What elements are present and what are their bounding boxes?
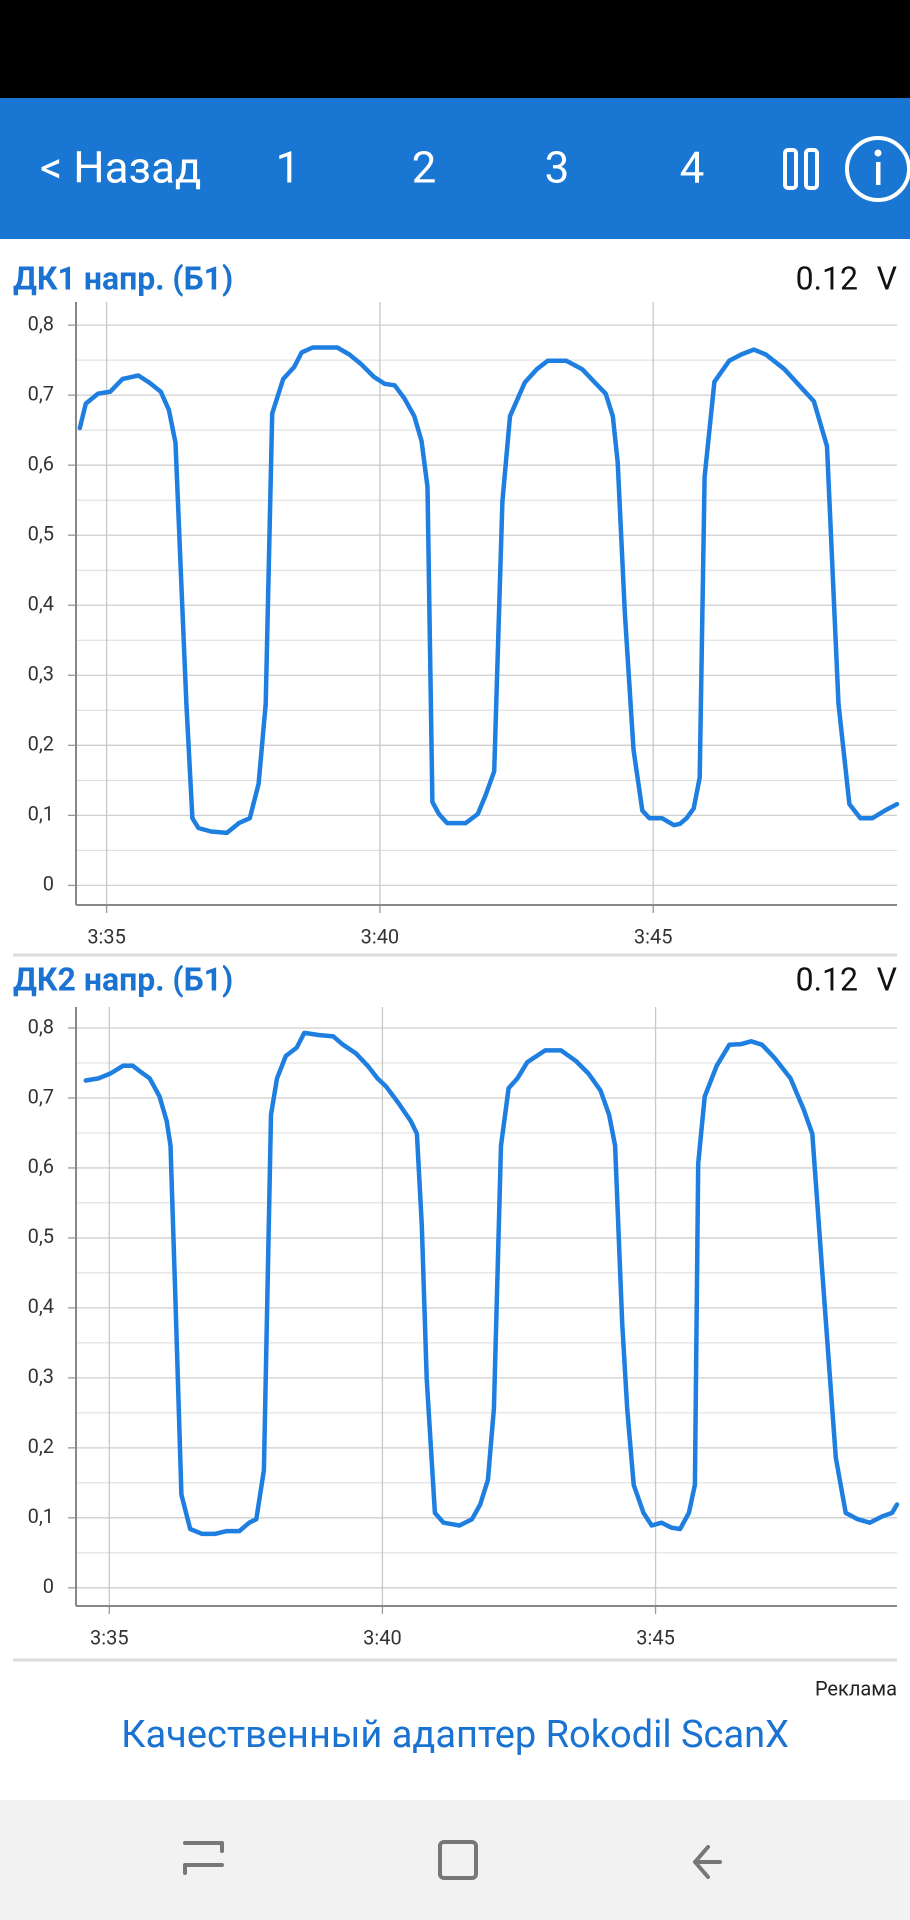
y-tick-label: 0,4: [28, 592, 54, 616]
ad-text[interactable]: Качественный адаптер Rokodil ScanX: [121, 1713, 789, 1757]
signal-line: [77, 345, 900, 836]
toolbar: [0, 98, 910, 239]
pause-bar: [804, 148, 819, 190]
current-value: 0.12: [796, 960, 858, 998]
y-tick-label: 0,6: [28, 451, 54, 475]
info-stem: [876, 162, 881, 185]
y-tick-label: 0,5: [28, 1224, 54, 1248]
tab[interactable]: 1: [276, 142, 301, 194]
x-tick-label: 3:45: [636, 1625, 675, 1649]
chart-title: ДК1 напр. (Б1): [13, 259, 233, 297]
y-tick-label: 0,4: [28, 1294, 54, 1318]
y-tick-label: 0,7: [28, 1084, 54, 1108]
info-circle: [845, 136, 910, 202]
y-tick-label: 0: [43, 872, 54, 896]
y-tick-label: 0,2: [28, 732, 54, 756]
chart-title: ДК2 напр. (Б1): [13, 960, 233, 998]
y-tick-label: 0,1: [28, 802, 54, 826]
y-tick-label: 0,7: [28, 381, 54, 405]
signal-line: [83, 1030, 900, 1537]
x-tick-label: 3:40: [361, 924, 400, 948]
y-tick-label: 0,3: [28, 1364, 54, 1388]
status-bar: [0, 0, 910, 98]
charts: ДК1 напр. (Б1) 0.12 V 0 0,1 0,2 0,3 0,4 0,5 0,6 0,…: [13, 259, 900, 1662]
y-tick-label: 0,3: [28, 662, 54, 686]
y-tick-label: 0,6: [28, 1154, 54, 1178]
unit: V: [877, 960, 897, 998]
nav-bar: [0, 1800, 910, 1920]
info-button[interactable]: [845, 136, 910, 202]
pause-bar: [783, 148, 798, 190]
tab[interactable]: 4: [680, 142, 705, 194]
back-button[interactable]: < Назад: [40, 142, 201, 194]
x-tick-label: 3:40: [363, 1625, 402, 1649]
unit: V: [877, 259, 897, 297]
y-tick-label: 0,2: [28, 1434, 54, 1458]
info-dot: [874, 149, 882, 157]
y-tick-label: 0,8: [28, 1014, 54, 1038]
tab[interactable]: 2: [412, 142, 437, 194]
y-tick-label: 0,1: [28, 1504, 54, 1528]
pause-button[interactable]: [783, 148, 819, 190]
nav-back[interactable]: [693, 1845, 722, 1879]
ad-label: Реклама: [815, 1676, 897, 1700]
y-tick-label: 0,8: [28, 311, 54, 335]
nav-recent[interactable]: [183, 1841, 224, 1875]
y-tick-label: 0: [43, 1574, 54, 1598]
y-tick-label: 0,5: [28, 521, 54, 545]
x-tick-label: 3:35: [87, 924, 126, 948]
x-tick-label: 3:35: [90, 1625, 129, 1649]
nav-home[interactable]: [438, 1840, 478, 1880]
current-value: 0.12: [796, 259, 858, 297]
x-tick-label: 3:45: [634, 924, 673, 948]
tab[interactable]: 3: [545, 142, 570, 194]
